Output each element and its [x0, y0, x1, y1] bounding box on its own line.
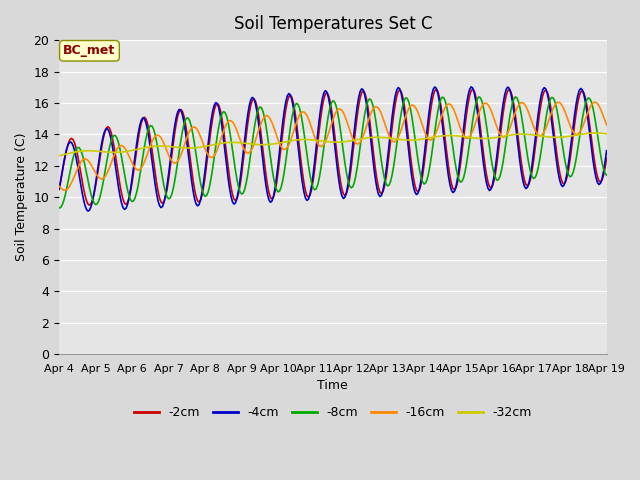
-2cm: [369, 141, 376, 146]
-2cm: [70, 139, 78, 145]
-4cm: [159, 204, 166, 209]
-32cm: [603, 131, 611, 137]
-4cm: [70, 147, 78, 153]
-8cm: [55, 205, 63, 211]
-4cm: [603, 148, 611, 154]
-4cm: [369, 152, 376, 157]
Title: Soil Temperatures Set C: Soil Temperatures Set C: [234, 15, 432, 33]
-4cm: [467, 84, 475, 90]
-32cm: [536, 133, 543, 139]
-32cm: [591, 130, 598, 136]
Text: BC_met: BC_met: [63, 44, 116, 57]
-32cm: [157, 143, 165, 149]
-8cm: [475, 94, 483, 100]
-8cm: [603, 172, 611, 178]
-2cm: [399, 95, 406, 100]
Line: -32cm: -32cm: [59, 133, 607, 156]
-2cm: [55, 186, 63, 192]
-32cm: [70, 149, 78, 155]
-2cm: [539, 93, 547, 98]
Line: -2cm: -2cm: [59, 89, 607, 205]
-8cm: [157, 166, 165, 172]
-2cm: [387, 137, 394, 143]
Legend: -2cm, -4cm, -8cm, -16cm, -32cm: -2cm, -4cm, -8cm, -16cm, -32cm: [129, 401, 537, 424]
-16cm: [61, 187, 69, 193]
-2cm: [469, 86, 477, 92]
-8cm: [385, 182, 393, 188]
-8cm: [397, 109, 405, 115]
-4cm: [55, 186, 63, 192]
Line: -16cm: -16cm: [59, 102, 607, 190]
-32cm: [397, 137, 405, 143]
-16cm: [72, 169, 80, 175]
-8cm: [538, 148, 545, 154]
-4cm: [387, 127, 394, 133]
-2cm: [603, 156, 611, 161]
Y-axis label: Soil Temperature (C): Soil Temperature (C): [15, 133, 28, 261]
-16cm: [159, 138, 166, 144]
-16cm: [387, 136, 394, 142]
Line: -4cm: -4cm: [59, 87, 607, 211]
-2cm: [86, 202, 93, 208]
Line: -8cm: -8cm: [59, 97, 607, 208]
-32cm: [55, 153, 63, 158]
-16cm: [399, 122, 406, 128]
-4cm: [399, 99, 406, 105]
-32cm: [385, 135, 393, 141]
-4cm: [539, 87, 547, 93]
-16cm: [603, 122, 611, 128]
-16cm: [538, 132, 545, 138]
-16cm: [55, 183, 63, 189]
-2cm: [159, 200, 166, 206]
-16cm: [591, 99, 598, 105]
X-axis label: Time: Time: [317, 379, 348, 392]
-4cm: [84, 208, 92, 214]
-16cm: [369, 107, 376, 113]
-8cm: [70, 151, 78, 156]
-8cm: [367, 97, 374, 103]
-32cm: [367, 134, 374, 140]
